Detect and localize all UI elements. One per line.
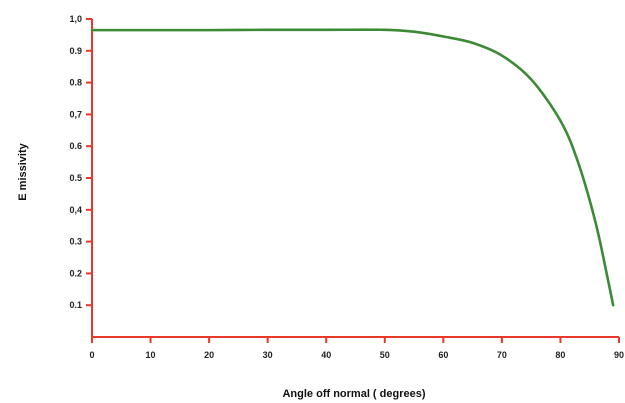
y-axis-title: E missivity bbox=[17, 142, 29, 200]
axes bbox=[91, 19, 619, 338]
y-tick-label: 0.2 bbox=[69, 268, 82, 278]
x-tick-label: 30 bbox=[263, 350, 273, 360]
x-tick-label: 90 bbox=[614, 350, 624, 360]
y-tick-label: 0.9 bbox=[69, 46, 82, 56]
y-tick-label: 0.3 bbox=[69, 237, 82, 247]
series-lines bbox=[90, 28, 615, 307]
x-tick-label: 10 bbox=[146, 350, 156, 360]
x-tick-label: 20 bbox=[204, 350, 214, 360]
x-tick-label: 80 bbox=[555, 350, 565, 360]
x-tick-label: 50 bbox=[380, 350, 390, 360]
x-tick-label: 0 bbox=[89, 350, 94, 360]
y-tick-label: 0.5 bbox=[69, 173, 82, 183]
tick-marks bbox=[86, 18, 620, 343]
y-tick-label: 1,0 bbox=[69, 14, 82, 24]
y-tick-label: 0,4 bbox=[69, 205, 82, 215]
tick-labels: 0 10 20 30 40 50 60 70 80 90 0.1 0.2 0.3 0,4 0.5 0.6 0,7… bbox=[69, 14, 624, 360]
y-tick-label: 0.6 bbox=[69, 141, 82, 151]
y-tick-label: 0.8 bbox=[69, 78, 82, 88]
x-axis-title: Angle off normal ( degrees) bbox=[282, 388, 425, 400]
x-tick-label: 60 bbox=[438, 350, 448, 360]
x-tick-label: 40 bbox=[321, 350, 331, 360]
y-tick-label: 0,7 bbox=[69, 109, 82, 119]
y-tick-label: 0.1 bbox=[69, 300, 82, 310]
emissivity-line bbox=[90, 28, 615, 307]
x-tick-label: 70 bbox=[497, 350, 507, 360]
